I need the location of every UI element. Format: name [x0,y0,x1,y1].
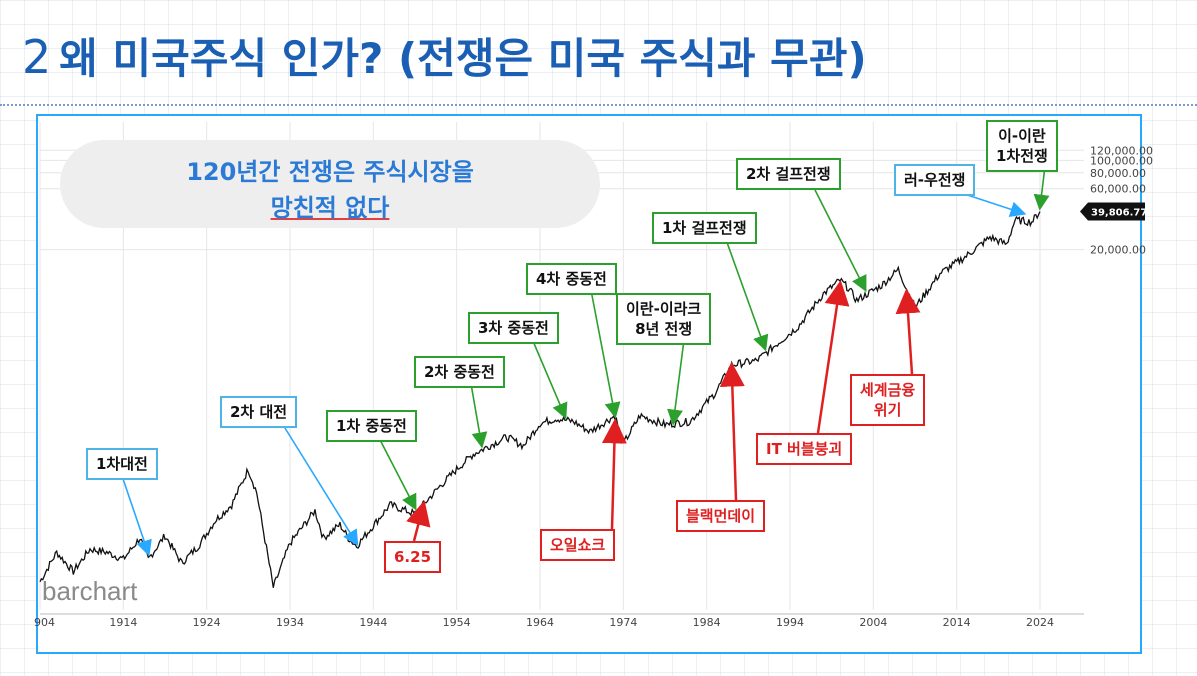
annotation-arrow [375,431,417,511]
title-divider [0,104,1197,106]
series-line [39,211,1041,588]
y-tick-label: 120,000.00 [1090,144,1153,157]
annotation-arrow [601,418,627,530]
x-tick-label: 1954 [443,616,471,629]
annotation-arrow [119,469,152,557]
x-tick-label: 1914 [109,616,137,629]
x-tick-label: 2004 [859,616,887,629]
annotation-israel-iran-line1: 이-이란 [998,127,1046,145]
barchart-logo: barchart [42,576,138,606]
annotation-ww2: 2차 대전 [220,396,298,428]
x-tick-label: 1924 [193,616,221,629]
annotation-israel-iran-line2: 1차전쟁 [996,147,1048,165]
annotation-ww1: 1차대전 [86,448,158,480]
annotation-gulf-war-2: 2차 걸프전쟁 [736,158,841,190]
annotation-arrow [279,419,359,547]
last-value-badge [1080,202,1145,221]
headline-line2: 망친적 없다 [270,194,390,222]
annotation-arrow [529,333,568,420]
annotation-iran-iraq-line2: 8년 전쟁 [635,320,693,338]
annotation-arrow [719,361,745,501]
annotation-arrow [469,377,488,449]
y-tick-label: 20,000.00 [1090,244,1146,257]
annotation-israel-iran: 이-이란 1차전쟁 [986,120,1058,172]
annotation-black-monday: 블랙먼데이 [676,500,766,532]
annotation-arrow [816,280,850,434]
annotation-mideast-war-4: 4차 중동전 [526,263,617,295]
x-tick-label: 1984 [693,616,721,629]
annotation-mideast-war-3: 3차 중동전 [468,312,559,344]
x-tick-label: 1994 [776,616,804,629]
annotation-gulf-war-1: 1차 걸프전쟁 [652,212,757,244]
annotation-arrow [667,339,685,426]
annotation-iran-iraq-line1: 이란-이라크 [626,300,702,318]
y-tick-label: 100,000.00 [1090,154,1153,167]
annotation-russia-ukraine: 러-우전쟁 [894,164,976,196]
annotation-financial-crisis-line1: 세계금융 [860,381,916,399]
annotation-arrow [723,233,769,352]
last-value-tag: 39,806.77 [1080,202,1147,221]
slide-title-text: 왜 미국주식 인가? (전쟁은 미국 주식과 무관) [59,34,867,83]
annotation-arrow [589,284,621,419]
x-tick-label: 904 [34,616,55,629]
headline-bubble: 120년간 전쟁은 주식시장을 망친적 없다 [60,140,600,228]
annotation-mideast-war-1: 1차 중동전 [326,410,417,442]
x-tick-label: 1964 [526,616,554,629]
y-tick-label: 60,000.00 [1090,183,1146,196]
headline-line1: 120년간 전쟁은 주식시장을 [186,158,474,186]
x-tick-label: 2014 [943,616,971,629]
last-value-label: 39,806.77 [1091,207,1147,218]
annotation-arrow [895,288,921,375]
slide-number: 2 [22,30,52,84]
annotation-arrow [406,500,431,542]
annotation-financial-crisis-line2: 위기 [873,401,902,419]
annotation-korean-war: 6.25 [384,541,442,573]
annotation-oil-shock: 오일쇼크 [540,529,616,561]
annotation-arrow [809,179,867,292]
y-tick-label: 80,000.00 [1090,167,1146,180]
x-tick-label: 1974 [609,616,637,629]
x-tick-label: 2024 [1026,616,1054,629]
annotation-iran-iraq-war: 이란-이라크 8년 전쟁 [616,293,712,345]
x-tick-label: 1934 [276,616,304,629]
x-tick-label: 1944 [359,616,387,629]
annotation-it-bubble: IT 버블붕괴 [756,433,853,465]
annotation-mideast-war-2: 2차 중동전 [414,356,505,388]
x-axis-ticks: 904 1914 1924 1934 1944 1954 1964 1974 1984 1994 2… [34,613,1084,629]
